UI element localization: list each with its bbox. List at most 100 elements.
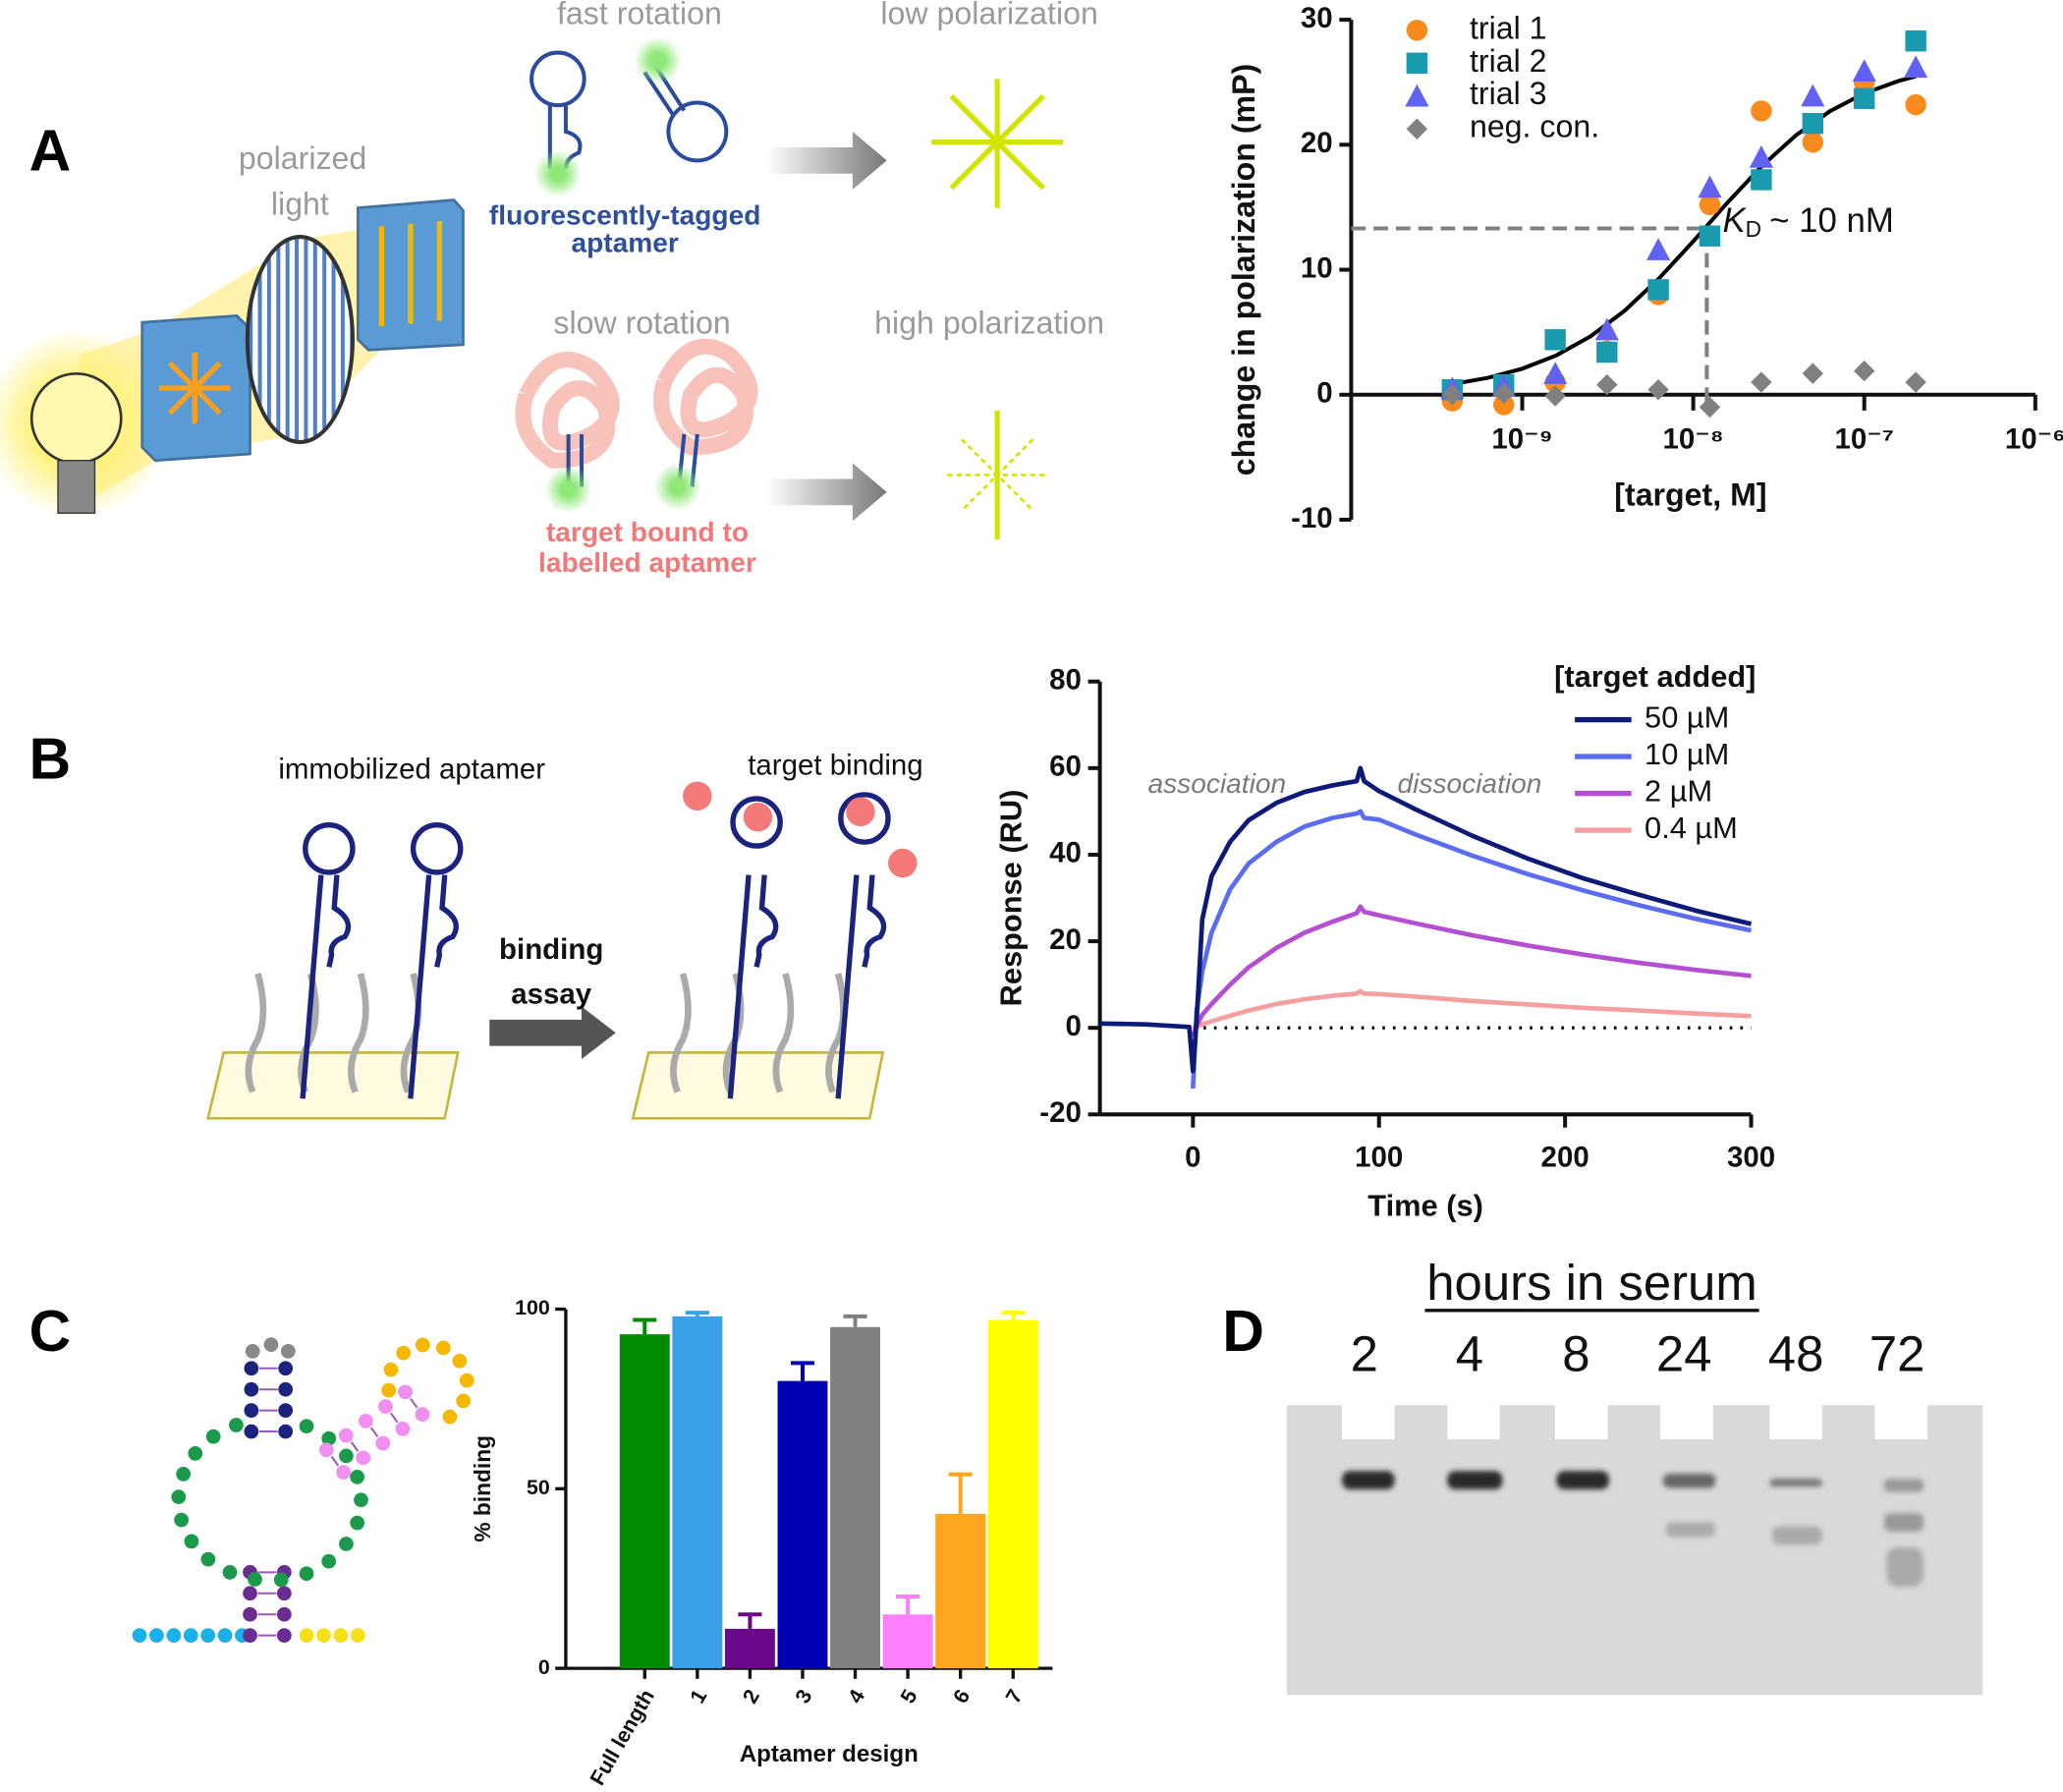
x-tick-label: 3 <box>791 1685 817 1707</box>
point <box>1441 384 1464 406</box>
nucleotide <box>200 1551 216 1567</box>
point <box>1751 100 1772 122</box>
x-tick-label: 10⁻⁶ <box>2005 422 2063 455</box>
point <box>1699 194 1721 216</box>
annotation-part: D <box>1746 216 1761 242</box>
nucleotide <box>244 1361 259 1376</box>
diagram-text: fluorescently-tagged <box>489 199 760 230</box>
bar <box>619 1334 670 1669</box>
diagram-text: binding <box>499 933 603 966</box>
point <box>1749 144 1773 168</box>
lane-label: 4 <box>1456 1325 1483 1381</box>
diagram-text: high polarization <box>874 305 1104 340</box>
x-tick-label: 7 <box>1001 1686 1028 1708</box>
nucleotide <box>321 1553 337 1569</box>
annotation: association <box>1148 768 1287 799</box>
target-protein <box>515 338 758 469</box>
point <box>1801 84 1825 107</box>
nucleotide <box>132 1628 147 1643</box>
nucleotide <box>336 1465 351 1480</box>
x-tick-label: 10⁻⁷ <box>1834 422 1893 455</box>
diagram-text: target bound to <box>546 517 749 547</box>
point <box>1596 373 1618 396</box>
panel-label: B <box>29 727 72 791</box>
y-tick-label: 10 <box>1301 252 1333 284</box>
nucleotide <box>176 1467 191 1482</box>
nucleotide <box>378 1399 393 1414</box>
y-axis-label: Response (RU) <box>993 790 1028 1007</box>
series-line <box>1192 988 1752 1031</box>
bands <box>1342 1471 1924 1588</box>
error-bar <box>948 1472 973 1514</box>
annotation: KD ~ 10 nM <box>1722 201 1893 242</box>
point <box>1594 317 1619 341</box>
aptamers <box>300 792 891 1099</box>
nucleotide <box>248 1572 262 1587</box>
base-pair <box>410 1397 418 1409</box>
nucleotide <box>339 1448 354 1464</box>
base-pair <box>389 1412 399 1424</box>
bar <box>830 1326 880 1669</box>
point <box>1905 30 1926 52</box>
point <box>1646 238 1671 260</box>
y-tick-label: 50 <box>527 1476 550 1499</box>
nucleotide <box>276 1606 292 1622</box>
nucleotide <box>316 1628 331 1643</box>
nucleotide <box>243 1586 257 1601</box>
nucleotide <box>278 1361 294 1376</box>
nucleotide <box>217 1628 233 1643</box>
nucleotide <box>299 1566 314 1582</box>
nucleotide <box>276 1628 292 1643</box>
gel-body <box>1286 1405 1983 1695</box>
x-tick-label: 1 <box>686 1685 712 1707</box>
binding-assay-diagram <box>205 781 918 1120</box>
targets <box>683 781 918 878</box>
y-tick-label: 20 <box>1049 924 1082 956</box>
error-bar <box>790 1361 815 1381</box>
fluorophore <box>544 466 592 514</box>
nucleotide <box>188 1445 203 1461</box>
point <box>1904 55 1928 79</box>
point <box>1699 396 1721 419</box>
error-bar <box>1001 1311 1026 1320</box>
annotation-part: K <box>1722 201 1747 240</box>
nucleotide <box>166 1628 182 1643</box>
nucleotide <box>383 1362 399 1377</box>
lane-label: 8 <box>1562 1325 1589 1381</box>
bar <box>882 1614 933 1669</box>
bar <box>987 1319 1038 1669</box>
nucleotide <box>245 1344 260 1359</box>
diagram-text: polarized <box>239 140 366 176</box>
x-tick-label: 10⁻⁸ <box>1663 422 1724 455</box>
panel-label: D <box>1222 1300 1264 1364</box>
diagram-text: slow rotation <box>553 305 730 340</box>
nucleotide <box>200 1628 216 1643</box>
bar <box>935 1513 986 1669</box>
bulb-base <box>57 460 96 514</box>
nucleotide <box>184 1534 199 1549</box>
point <box>1544 385 1566 407</box>
y-tick-label: 0 <box>538 1655 550 1679</box>
lane-label: 2 <box>1351 1325 1378 1381</box>
legend-label: 2 µM <box>1645 774 1712 809</box>
base-pair <box>369 1427 379 1437</box>
point <box>1852 59 1876 82</box>
nucleotide <box>396 1345 412 1361</box>
x-tick-label: 10⁻⁹ <box>1491 422 1552 455</box>
nucleotide <box>280 1344 296 1359</box>
legend-label: 10 µM <box>1645 737 1729 771</box>
x-tick-label: 0 <box>1185 1142 1200 1174</box>
x-tick-label: 4 <box>843 1685 869 1707</box>
polarized-arrows <box>378 220 443 327</box>
surface <box>631 1051 885 1120</box>
nucleotide <box>243 1606 257 1622</box>
high-polarization-star <box>947 410 1048 540</box>
y-tick-label: 100 <box>515 1296 550 1319</box>
point <box>1802 112 1824 135</box>
nucleotide <box>452 1353 468 1369</box>
error-bar <box>896 1594 920 1615</box>
point <box>1493 382 1515 405</box>
series-line <box>1191 904 1752 1037</box>
legend-title: [target added] <box>1554 659 1756 694</box>
